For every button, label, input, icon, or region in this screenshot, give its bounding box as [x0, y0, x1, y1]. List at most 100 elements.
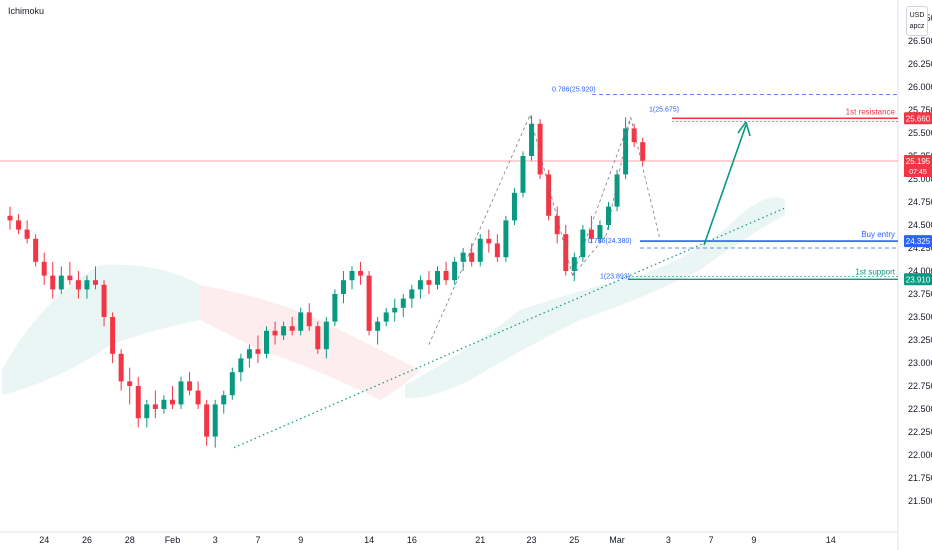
candle-body	[623, 128, 629, 175]
candle-body	[281, 326, 287, 336]
y-axis-tick: 21.500	[908, 496, 932, 506]
cloud-bullish-future	[405, 197, 785, 399]
x-axis-tick: 28	[125, 535, 135, 545]
cloud-bearish	[200, 285, 420, 400]
candle-body	[349, 271, 355, 281]
candle-body	[494, 243, 500, 258]
candle-body	[212, 404, 218, 437]
candle-body	[204, 404, 210, 437]
candle-body	[144, 404, 150, 419]
y-axis-tick: 21.750	[908, 473, 932, 483]
candle-body	[443, 271, 449, 281]
current-tag-bg	[904, 155, 932, 178]
candle-body	[546, 174, 552, 216]
x-axis-tick: 14	[364, 535, 374, 545]
support-tag-bg	[904, 273, 932, 286]
candlesticks	[7, 115, 646, 448]
y-axis-tick: 22.250	[908, 427, 932, 437]
candle-body	[110, 317, 116, 354]
candle-body	[400, 298, 406, 308]
candle-body	[50, 275, 56, 290]
candle-body	[392, 307, 398, 313]
candle-body	[41, 261, 47, 276]
candle-body	[588, 229, 594, 239]
candle-body	[315, 326, 321, 350]
candle-body	[255, 349, 261, 354]
y-axis-tick: 23.250	[908, 335, 932, 345]
candle-body	[340, 280, 346, 294]
x-axis-tick: 7	[255, 535, 260, 545]
candle-body	[580, 229, 586, 258]
candle-body	[537, 123, 543, 175]
support-label: 1st support	[855, 267, 895, 276]
candle-body	[520, 156, 526, 193]
candle-body	[554, 215, 560, 235]
candle-body	[417, 280, 423, 290]
candle-body	[84, 280, 90, 290]
candle-body	[289, 326, 295, 331]
ichimoku-cloud	[2, 197, 785, 400]
currency-selector[interactable]: USD apcz	[906, 6, 928, 36]
cloud-bullish	[2, 264, 200, 395]
projection-arrow-line	[703, 124, 747, 246]
y-axis-tick: 24.000	[908, 266, 932, 276]
candle-body	[187, 381, 193, 391]
x-axis-tick: 9	[298, 535, 303, 545]
fib-1-top-label: 1(25.675)	[649, 106, 679, 113]
candle-body	[101, 284, 107, 317]
x-axis-tick: 24	[39, 535, 49, 545]
resistance-tag-value: 25.660	[906, 114, 931, 123]
candle-body	[161, 399, 167, 409]
y-axis-tick: 26.000	[908, 82, 932, 92]
candle-body	[640, 142, 646, 161]
x-axis-tick: 3	[213, 535, 218, 545]
x-axis-tick: 16	[407, 535, 417, 545]
candle-body	[33, 238, 39, 262]
support-tag-value: 23.910	[906, 275, 931, 284]
y-axis-tick: 24.500	[908, 220, 932, 230]
candle-body	[229, 372, 235, 396]
x-axis-tick: 9	[751, 535, 756, 545]
candle-body	[7, 215, 13, 221]
currency-sub: apcz	[909, 23, 925, 30]
x-axis-tick: 26	[82, 535, 92, 545]
candle-body	[152, 404, 158, 409]
candle-body	[306, 312, 312, 327]
y-axis-tick: 23.500	[908, 312, 932, 322]
x-axis-tick: Feb	[165, 535, 181, 545]
pattern-leg	[572, 117, 632, 276]
candle-body	[606, 206, 611, 225]
candle-body	[366, 275, 372, 331]
projection-arrow-head	[737, 121, 751, 137]
candle-body	[469, 252, 475, 262]
candle-body	[169, 399, 175, 405]
candle-body	[67, 275, 73, 281]
y-axis-tick: 26.250	[908, 59, 932, 69]
y-axis-tick: 22.500	[908, 404, 932, 414]
candle-body	[460, 252, 466, 262]
candle-body	[118, 353, 124, 382]
y-axis-tick: 23.000	[908, 358, 932, 368]
y-axis-tick: 23.750	[908, 289, 932, 299]
candle-body	[16, 220, 22, 230]
time-axis[interactable]: 24 26 28 Feb 3 7 9 14 16 21 23 25 Mar 3 7 9 14	[39, 535, 836, 545]
resistance-tag-bg	[904, 112, 932, 125]
indicator-label[interactable]: Ichimoku	[8, 6, 45, 16]
y-axis-tick: 24.750	[908, 197, 932, 207]
candle-body	[614, 174, 620, 207]
candle-body	[272, 330, 278, 336]
candle-body	[486, 238, 492, 244]
currency-code: USD	[909, 12, 925, 19]
pattern-leg	[605, 117, 632, 237]
pattern-leg	[572, 235, 607, 276]
candle-body	[332, 294, 338, 322]
candle-body	[571, 257, 577, 271]
analysis-drawings: 0.786(25.920) 1(25.675) 1st resistance 0.78…	[233, 86, 898, 449]
buy-tag-value: 24.325	[906, 237, 931, 246]
price-tags: 25.660 25.195 07:45 24.325 23.910	[904, 112, 932, 286]
candle-body	[298, 312, 304, 331]
x-axis-tick: 3	[666, 535, 671, 545]
candle-body	[58, 275, 64, 290]
candle-body	[503, 220, 509, 258]
